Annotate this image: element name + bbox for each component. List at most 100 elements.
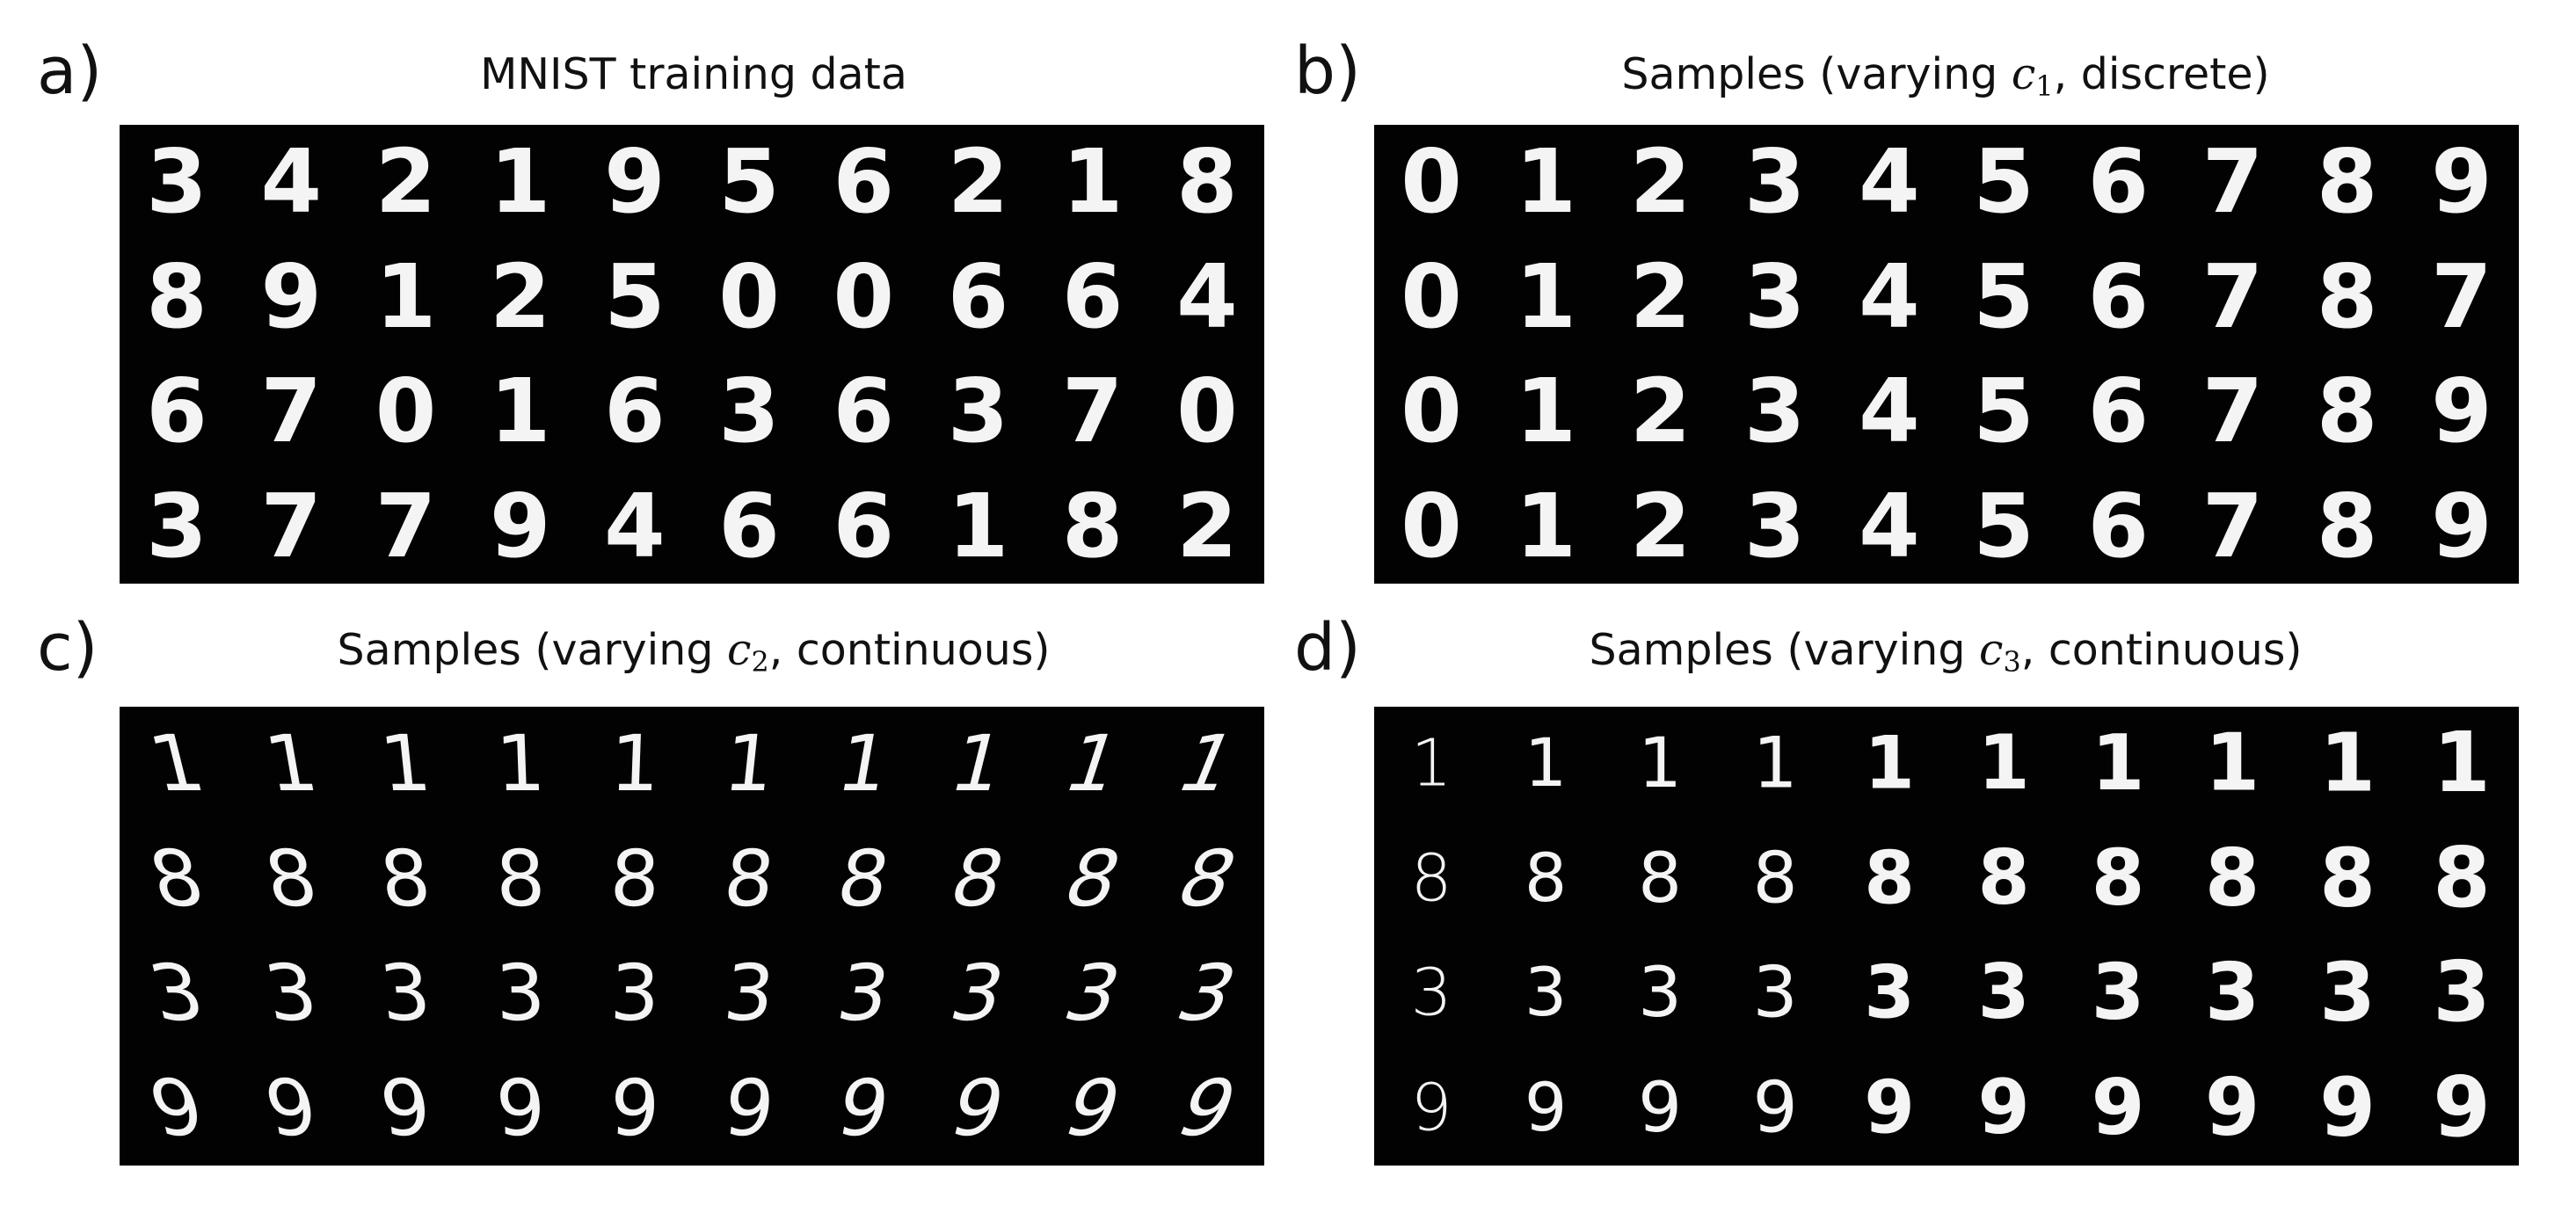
digit-cell: 1 [1515, 360, 1577, 463]
digit-cell: 1 [1061, 130, 1124, 234]
digit-cell: 1 [489, 360, 551, 463]
digit-cell: 4 [1859, 130, 1920, 234]
panel-d-title-variable: c3 [1979, 625, 2021, 679]
digit-cell: 1 [489, 130, 551, 234]
panel-b-letter: b) [1294, 33, 1361, 109]
digit-cell: 1 [2091, 719, 2145, 809]
digit-cell: 6 [2087, 130, 2150, 234]
digit-cell: 8 [493, 832, 547, 924]
digit-cell: 3 [608, 948, 661, 1039]
digit-cell: 8 [1864, 836, 1915, 921]
digit-cell: 9 [1752, 1066, 1798, 1149]
digit-cell: 3 [1638, 953, 1683, 1034]
panel-c-title-suffix: , continuous) [768, 625, 1051, 675]
panel-a-letter: a) [37, 33, 103, 109]
digit-cell: 3 [376, 948, 435, 1039]
digit-cell: 9 [2431, 360, 2492, 463]
digit-cell: 8 [1176, 130, 1238, 234]
digit-cell: 6 [2087, 360, 2150, 463]
digit-cell: 7 [1061, 360, 1124, 463]
digit-cell: 9 [1410, 1070, 1452, 1146]
digit-cell: 1 [2205, 717, 2260, 810]
digit-cell: 3 [1524, 954, 1568, 1032]
digit-cell: 8 [719, 832, 779, 924]
digit-cell: 3 [1743, 474, 1806, 577]
digit-cell: 8 [1638, 838, 1683, 919]
digit-cell: 3 [719, 948, 779, 1039]
digit-cell: 8 [146, 244, 207, 348]
digit-cell: 3 [1743, 360, 1806, 463]
digit-cell: 3 [947, 360, 1009, 463]
digit-cell: 2 [1629, 244, 1692, 348]
digit-cell: 7 [2201, 244, 2264, 348]
digit-cell: 6 [2087, 474, 2150, 577]
digit-cell: 9 [2091, 1063, 2145, 1152]
digit-cell: 4 [604, 474, 666, 577]
digit-cell: 8 [2316, 360, 2378, 463]
digit-cell: 1 [1638, 723, 1683, 804]
panel-b-title-prefix: Samples (varying [1621, 49, 2012, 99]
digit-cell: 9 [493, 1062, 547, 1153]
digit-cell: 3 [146, 474, 207, 577]
digit-cell: 0 [833, 244, 895, 348]
digit-cell: 1 [493, 718, 547, 810]
digit-cell: 8 [1410, 840, 1452, 917]
digit-cell: 5 [1973, 360, 2034, 463]
digit-cell: 0 [1401, 244, 1462, 348]
digit-cell: 1 [1515, 244, 1577, 348]
digit-cell: 5 [1973, 130, 2034, 234]
digit-cell: 1 [1864, 721, 1915, 806]
digit-cell: 8 [1524, 839, 1568, 918]
digit-cell: 3 [1752, 952, 1798, 1035]
digit-cell: 9 [719, 1062, 779, 1153]
panel-b-title-variable: c1 [2011, 49, 2054, 103]
digit-cell: 7 [375, 474, 437, 577]
digit-cell: 8 [2316, 474, 2378, 577]
digit-cell: 9 [1977, 1064, 2030, 1151]
digit-cell: 4 [1176, 244, 1238, 348]
digit-cell: 9 [2431, 130, 2492, 234]
digit-cell: 9 [489, 474, 551, 577]
panel-c-title-variable: c2 [727, 625, 769, 679]
digit-cell: 4 [1859, 244, 1920, 348]
digit-cell: 2 [1629, 130, 1692, 234]
digit-cell: 2 [1176, 474, 1238, 577]
digit-cell: 2 [375, 130, 437, 234]
digit-cell: 7 [2201, 474, 2264, 577]
digit-cell: 3 [2205, 947, 2260, 1039]
digit-cell: 8 [2318, 831, 2376, 926]
panel-d-title-suffix: , continuous) [2020, 625, 2303, 675]
digit-cell: 8 [608, 832, 661, 924]
digit-cell: 6 [604, 360, 666, 463]
digit-cell: 5 [604, 244, 666, 348]
digit-cell: 6 [718, 474, 780, 577]
digit-cell: 1 [375, 244, 437, 348]
digit-cell: 0 [1401, 360, 1462, 463]
digit-cell: 3 [718, 360, 780, 463]
digit-cell: 9 [2431, 474, 2492, 577]
digit-cell: 1 [1410, 726, 1452, 802]
digit-cell: 6 [1061, 244, 1124, 348]
digit-cell: 8 [2316, 130, 2378, 234]
digit-cell: 3 [1864, 950, 1915, 1035]
digit-cell: 7 [2431, 244, 2492, 348]
digit-cell: 7 [260, 360, 323, 463]
digit-cell: 1 [947, 474, 1009, 577]
digit-cell: 8 [2091, 833, 2145, 923]
digit-cell: 3 [1743, 244, 1806, 348]
digit-cell: 9 [1524, 1069, 1568, 1147]
panel-c-title-prefix: Samples (varying [337, 625, 727, 675]
digit-cell: 0 [718, 244, 780, 348]
digit-cell: 8 [2433, 830, 2491, 926]
digit-cell: 0 [1401, 130, 1462, 234]
digit-cell: 9 [1638, 1067, 1683, 1148]
digit-cell: 5 [1973, 244, 2034, 348]
digit-cell: 1 [1515, 130, 1577, 234]
digit-cell: 5 [718, 130, 780, 234]
digit-cell: 1 [1515, 474, 1577, 577]
digit-cell: 8 [1061, 474, 1124, 577]
panel-d-title-prefix: Samples (varying [1589, 625, 1979, 675]
digit-cell: 2 [947, 130, 1009, 234]
